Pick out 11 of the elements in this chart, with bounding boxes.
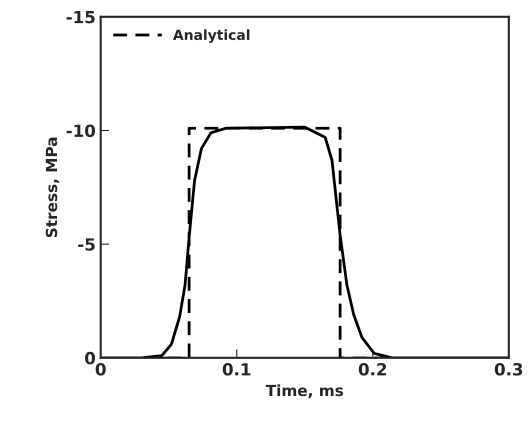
legend-label: Analytical [172, 29, 250, 43]
x-tick-label: 0.3 [494, 363, 522, 376]
x-tick-label: 0.2 [358, 363, 386, 376]
x-tick-label: 0 [96, 363, 106, 376]
y-tick-label: -15 [66, 11, 95, 24]
x-tick-label: 0.1 [222, 363, 250, 376]
y-tick-label: -10 [66, 124, 96, 138]
y-tick-label: -5 [78, 238, 95, 251]
y-tick-label: 0 [85, 352, 96, 364]
x-axis-title: Time, ms [266, 384, 344, 398]
y-axis-title: Stress, MPa [46, 138, 60, 238]
